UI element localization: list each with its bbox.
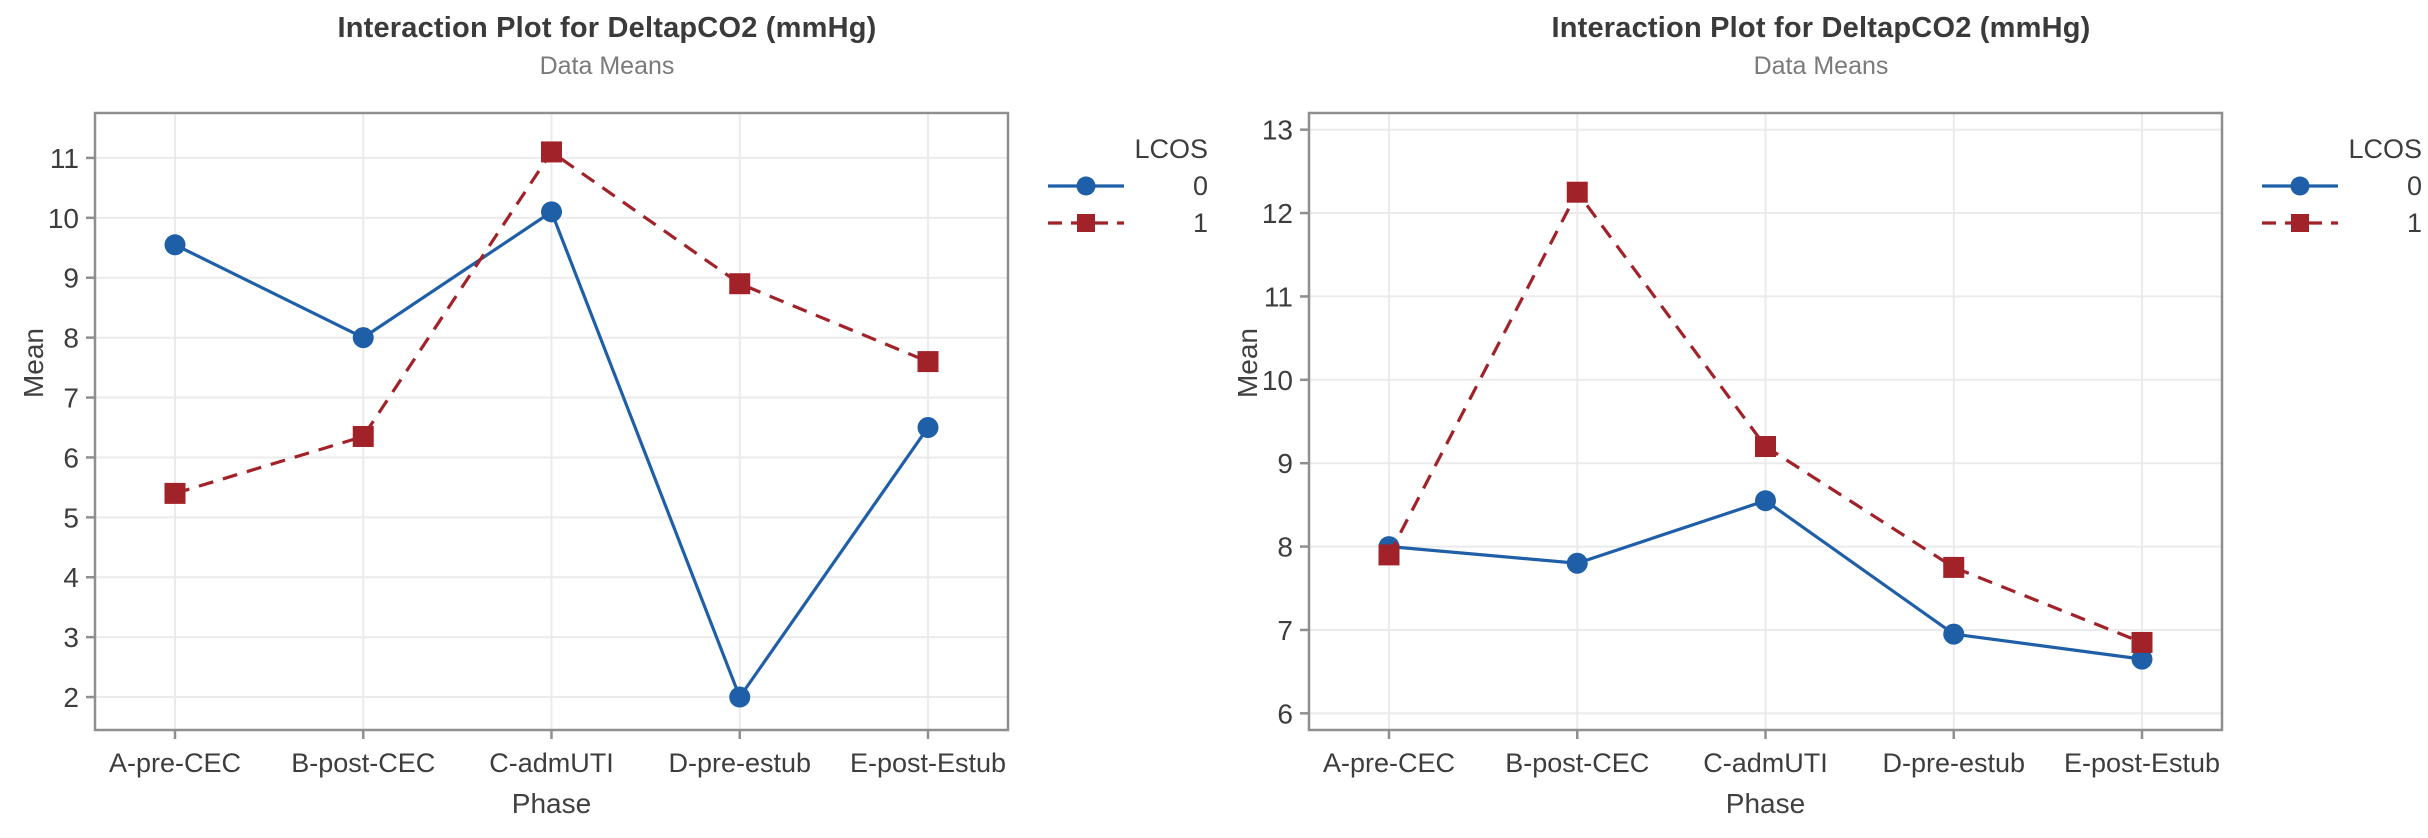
y-tick-label: 8 [63,323,79,354]
x-tick-label: E-post-Estub [850,748,1006,778]
legend-marker-square [1077,214,1095,232]
data-point-circle [541,201,562,223]
data-point-square [1943,556,1965,578]
data-point-square [1755,436,1776,458]
legend-entry-label: 0 [1193,171,1208,201]
legend-entry-label: 1 [2407,208,2422,238]
y-tick-label: 9 [1277,448,1293,479]
y-tick-label: 8 [1277,532,1293,563]
data-point-circle [164,234,186,256]
x-tick-label: B-post-CEC [1505,748,1649,778]
chart-title: Interaction Plot for DeltapCO2 (mmHg) [1551,12,2091,44]
x-tick-label: D-pre-estub [668,748,811,778]
data-point-circle [1943,623,1965,645]
data-point-square [2131,631,2153,653]
y-tick-label: 12 [1262,198,1293,229]
y-tick-label: 9 [63,263,79,294]
legend-marker-circle [1076,176,1096,196]
y-tick-label: 4 [63,562,79,593]
data-point-circle [1755,490,1776,512]
x-tick-label: A-pre-CEC [109,748,241,778]
chart-title: Interaction Plot for DeltapCO2 (mmHg) [337,12,877,44]
data-point-circle [729,686,751,708]
x-axis-label: Phase [1725,788,1806,819]
data-point-square [541,141,562,163]
legend-entry-label: 1 [1193,208,1208,238]
data-point-circle [352,327,374,349]
legend-marker-circle [2290,176,2310,196]
data-point-circle [1566,552,1588,574]
x-tick-label: D-pre-estub [1882,748,2025,778]
data-point-square [164,482,186,504]
interaction-plot-right: Interaction Plot for DeltapCO2 (mmHg) Da… [1214,0,2428,838]
x-tick-label: C-admUTI [489,748,614,778]
y-tick-label: 10 [1262,365,1293,396]
y-tick-label: 6 [63,442,79,473]
y-tick-label: 7 [63,383,79,414]
data-point-circle [917,416,939,438]
x-tick-label: B-post-CEC [291,748,435,778]
legend-title: LCOS [2348,134,2422,164]
data-point-square [352,425,374,447]
y-tick-label: 5 [63,502,79,533]
legend-marker-square [2291,214,2309,232]
x-tick-label: A-pre-CEC [1323,748,1455,778]
data-point-square [1566,181,1588,203]
data-point-square [1378,544,1400,566]
y-tick-label: 7 [1277,615,1293,646]
data-point-square [917,351,939,373]
y-tick-label: 3 [63,622,79,653]
y-tick-label: 6 [1277,698,1293,729]
chart-subtitle: Data Means [539,52,675,80]
data-point-circle [2131,648,2153,670]
y-tick-label: 2 [63,682,79,713]
y-tick-label: 10 [48,203,79,234]
x-tick-label: C-admUTI [1703,748,1828,778]
legend-entry-label: 0 [2407,171,2422,201]
interaction-plot-left: Interaction Plot for DeltapCO2 (mmHg) Da… [18,12,1208,819]
chart-subtitle: Data Means [1753,52,1889,80]
x-tick-label: E-post-Estub [2064,748,2220,778]
y-tick-label: 11 [1264,281,1293,312]
y-tick-label: 13 [1262,115,1293,146]
x-axis-label: Phase [511,788,592,819]
legend-title: LCOS [1134,134,1208,164]
data-point-square [729,273,751,295]
y-tick-label: 11 [50,143,79,174]
